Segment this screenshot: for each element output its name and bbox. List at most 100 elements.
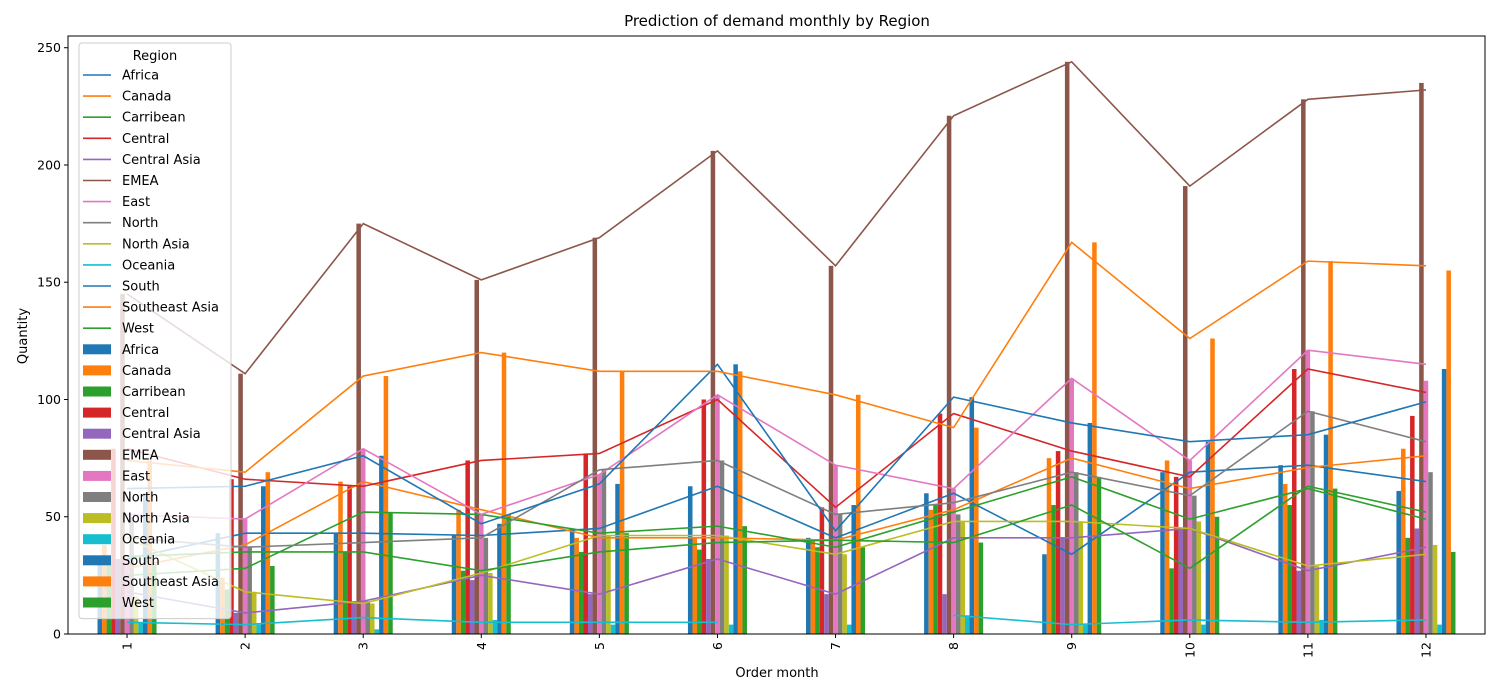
- bar-east-9: [1069, 378, 1074, 634]
- bar-emea-12: [1419, 82, 1424, 634]
- legend-bar-swatch: [83, 449, 111, 460]
- bar-carribean-5: [578, 551, 584, 634]
- bar-canada-12: [1400, 448, 1406, 634]
- bar-southeast-asia-12: [1446, 270, 1451, 634]
- legend-item-label: North Asia: [122, 237, 190, 252]
- bar-west-6: [742, 526, 747, 634]
- bar-central-3: [347, 486, 352, 634]
- chart-title: Prediction of demand monthly by Region: [624, 12, 930, 30]
- x-tick-label: 4: [474, 642, 489, 650]
- bar-emea-8: [946, 115, 952, 635]
- bar-africa-12: [1396, 490, 1401, 634]
- bar-central-12: [1410, 415, 1415, 634]
- bar-north-8: [955, 514, 961, 634]
- bar-north-asia-3: [370, 603, 375, 634]
- bar-north-11: [1310, 411, 1315, 634]
- bar-east-11: [1305, 350, 1311, 634]
- bar-canada-9: [1046, 458, 1052, 634]
- line-north: [126, 410, 1427, 549]
- bar-west-3: [388, 512, 393, 634]
- legend-item-label: EMEA: [122, 174, 159, 189]
- bar-oceania-6: [728, 624, 734, 634]
- legend-item-label: West: [122, 596, 154, 611]
- bar-canada-10: [1164, 460, 1170, 634]
- legend-bar-swatch: [83, 534, 111, 545]
- bar-central-asia-11: [1296, 570, 1302, 634]
- line-southeast-asia: [126, 241, 1426, 474]
- bar-emea-4: [474, 279, 480, 634]
- legend: Region Africa Canada Carribean Central Centra…: [78, 42, 232, 620]
- bar-west-2: [270, 565, 275, 634]
- bar-south-3: [379, 455, 384, 634]
- legend-item-label: Africa: [122, 343, 159, 358]
- bar-central-6: [701, 399, 707, 634]
- legend-item-label: Carribean: [122, 385, 186, 400]
- plot-area: [97, 61, 1456, 635]
- bar-west-11: [1332, 488, 1338, 634]
- bar-south-10: [1205, 441, 1211, 634]
- bar-oceania-7: [846, 624, 852, 634]
- bar-africa-8: [924, 493, 929, 634]
- bar-north-6: [719, 460, 725, 634]
- bar-east-10: [1187, 460, 1193, 634]
- bar-central-4: [465, 460, 470, 634]
- bar-north-asia-8: [960, 521, 965, 634]
- legend-bar-swatch: [83, 428, 111, 439]
- y-tick-label: 50: [45, 509, 61, 524]
- bar-north-9: [1073, 472, 1079, 634]
- bar-west-9: [1096, 476, 1102, 634]
- bar-north-4: [483, 537, 489, 634]
- y-tick-label: 200: [37, 157, 61, 172]
- bar-carribean-9: [1051, 505, 1056, 634]
- bar-central-asia-5: [588, 594, 593, 634]
- legend-item-label: Africa: [122, 69, 159, 84]
- legend-bar-swatch: [83, 386, 111, 397]
- x-axis-title: Order month: [735, 666, 818, 681]
- legend-item-label: North: [122, 216, 158, 231]
- legend-item-label: Central: [122, 406, 169, 421]
- bar-emea-5: [592, 237, 598, 634]
- bar-north-2: [247, 547, 252, 634]
- y-tick-label: 100: [37, 392, 61, 407]
- legend-bar-swatch: [83, 407, 111, 418]
- bar-north-asia-2: [251, 591, 257, 634]
- y-tick-label: 150: [37, 275, 61, 290]
- legend-bar-swatch: [83, 513, 111, 524]
- bar-oceania-9: [1083, 624, 1088, 634]
- legend-item-label: North Asia: [122, 512, 190, 527]
- bar-oceania-5: [610, 624, 616, 634]
- bar-north-asia-10: [1196, 521, 1202, 634]
- bar-west-7: [860, 547, 866, 634]
- bar-south-5: [615, 483, 620, 634]
- bar-central-9: [1055, 451, 1061, 634]
- legend-bar-swatch: [83, 597, 111, 608]
- legend-item-label: Canada: [122, 364, 171, 379]
- bar-central-asia-12: [1414, 528, 1420, 634]
- x-tick-label: 6: [710, 642, 725, 650]
- legend-bar-swatch: [83, 492, 111, 502]
- bar-east-7: [833, 465, 838, 634]
- bar-oceania-8: [964, 615, 970, 634]
- bar-canada-5: [574, 537, 579, 634]
- y-tick-label: 0: [53, 627, 61, 642]
- bar-carribean-11: [1287, 505, 1292, 634]
- legend-box: [78, 42, 232, 620]
- bar-south-6: [733, 364, 738, 634]
- bar-africa-3: [333, 533, 339, 634]
- bar-south-8: [969, 397, 975, 634]
- bar-carribean-3: [342, 551, 348, 634]
- line-emea: [126, 60, 1427, 375]
- bar-south-12: [1441, 369, 1447, 634]
- bar-emea-6: [710, 150, 716, 634]
- x-tick-label: 8: [946, 642, 961, 650]
- line-africa: [126, 464, 1427, 560]
- bar-central-11: [1291, 369, 1297, 634]
- legend-item-label: Carribean: [122, 111, 186, 126]
- bar-southeast-asia-5: [619, 371, 625, 634]
- legend-bar-swatch: [83, 344, 111, 355]
- bar-oceania-3: [374, 629, 380, 634]
- bar-west-12: [1450, 551, 1456, 634]
- bar-south-9: [1087, 422, 1093, 634]
- bar-africa-4: [451, 535, 457, 634]
